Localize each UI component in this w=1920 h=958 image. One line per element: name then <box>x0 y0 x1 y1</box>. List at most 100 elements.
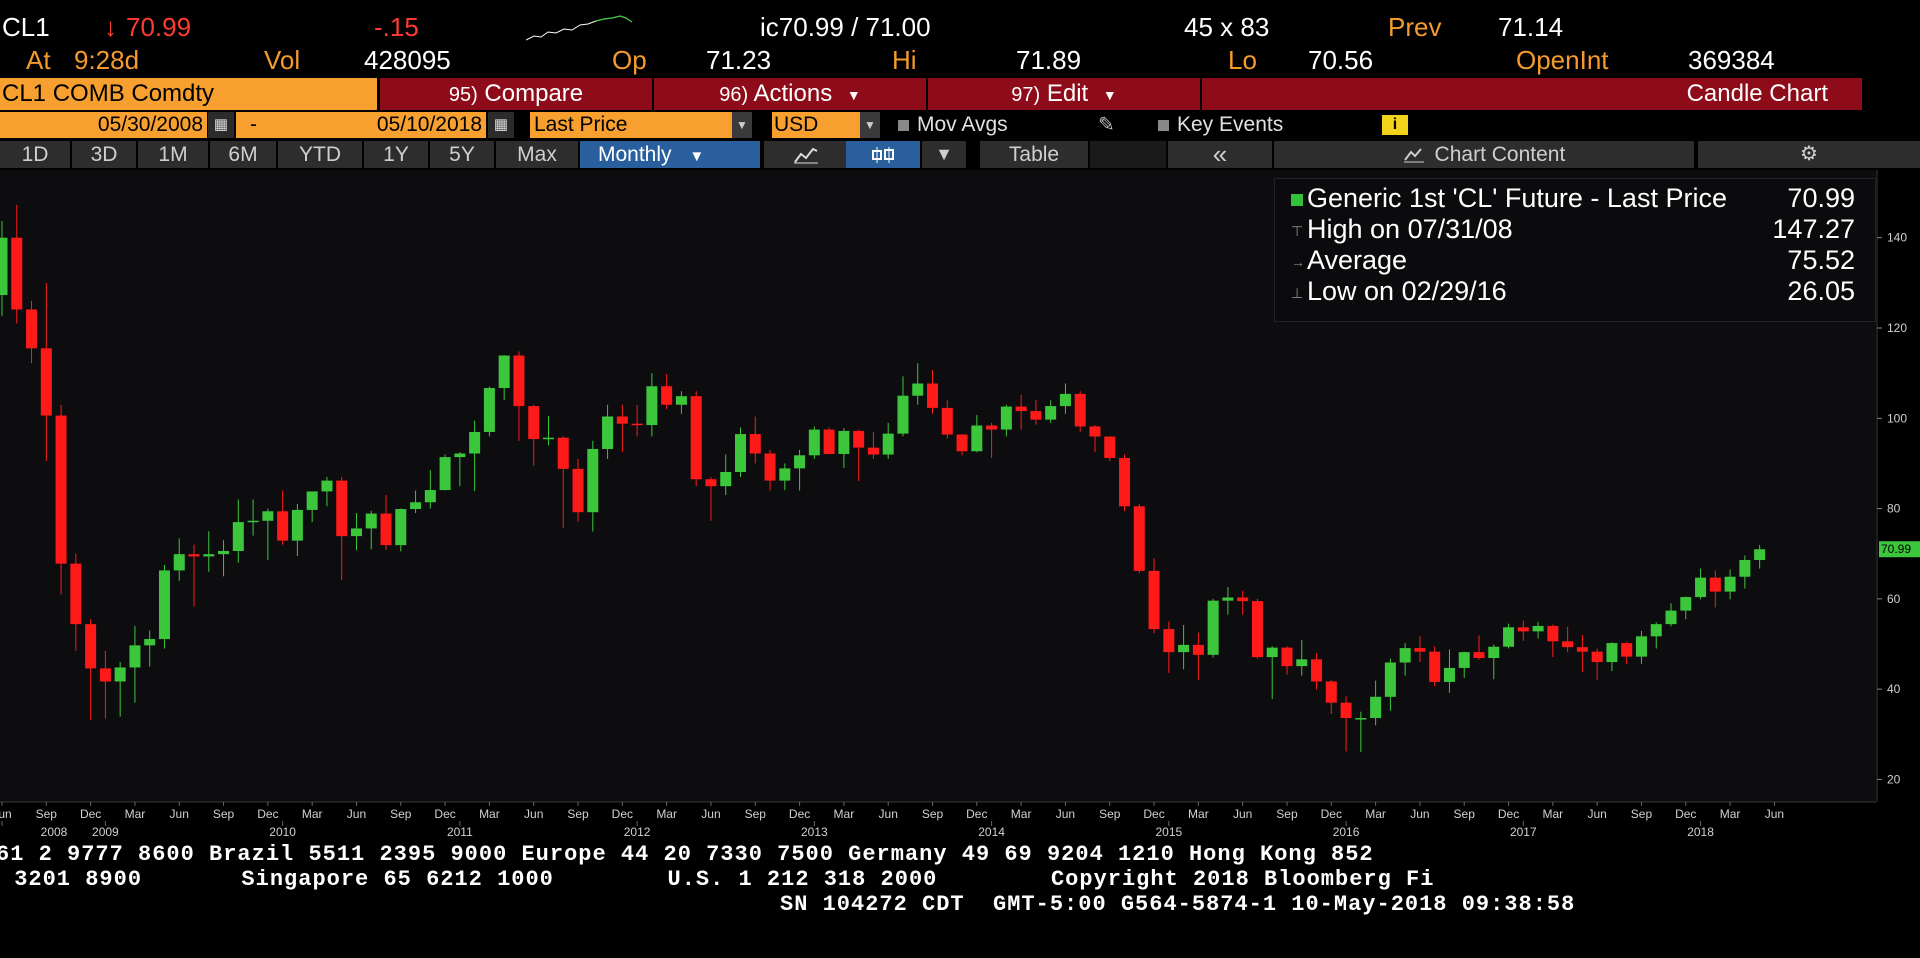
candle-body <box>528 406 540 440</box>
x-year-label: 2010 <box>269 825 296 839</box>
candle-body <box>1503 627 1515 647</box>
period-6m[interactable]: 6M <box>210 141 276 168</box>
start-date-field[interactable]: 05/30/2008 <box>0 112 207 138</box>
caret-down-icon[interactable]: ▼ <box>732 112 752 138</box>
x-year-label: 2014 <box>978 825 1005 839</box>
x-month-label: Mar <box>125 807 146 821</box>
candle <box>232 499 244 563</box>
period-1y[interactable]: 1Y <box>364 141 428 168</box>
candle-body <box>587 448 599 513</box>
info-icon[interactable]: i <box>1382 115 1408 135</box>
key-events-toggle[interactable]: Key Events <box>1158 112 1283 138</box>
candle <box>971 415 983 453</box>
end-date-field[interactable]: 05/10/2018 <box>280 112 486 138</box>
y-tick-label: 140 <box>1887 231 1907 245</box>
candle-body <box>70 563 82 625</box>
line-chart-icon[interactable] <box>764 141 848 168</box>
caret-down-icon: ▼ <box>689 148 705 165</box>
candle-body <box>1000 406 1012 430</box>
x-month-label: Mar <box>834 807 855 821</box>
edit-button[interactable]: 97) Edit ▼ <box>928 78 1200 110</box>
candle <box>1163 621 1175 673</box>
caret-down-icon: ▼ <box>846 86 861 103</box>
candle <box>1473 635 1485 660</box>
x-month-label: Jun <box>524 807 543 821</box>
period-3d[interactable]: 3D <box>72 141 136 168</box>
candle <box>927 369 939 414</box>
candle-body <box>203 554 215 557</box>
legend-average-row: →Average 75.52 <box>1291 245 1863 275</box>
candle-body <box>26 309 38 349</box>
candle <box>661 374 673 410</box>
last-price-tag <box>1879 541 1920 558</box>
candle <box>1045 400 1057 423</box>
prev-close: 71.14 <box>1498 12 1564 42</box>
chart-type-title[interactable]: Candle Chart <box>1202 78 1862 110</box>
candle-body <box>1754 549 1766 561</box>
candle-body <box>646 386 658 426</box>
low-price: 70.56 <box>1308 45 1374 75</box>
price-field-select[interactable]: Last Price <box>530 112 732 138</box>
candle-body <box>395 509 407 546</box>
candle <box>85 619 97 720</box>
x-month-label: Mar <box>1720 807 1741 821</box>
period-5y[interactable]: 5Y <box>430 141 494 168</box>
candle-body <box>927 383 939 408</box>
candle-body <box>1178 644 1190 653</box>
candle-body <box>498 355 510 389</box>
compare-button[interactable]: 95) Compare <box>380 78 652 110</box>
period-ytd[interactable]: YTD <box>278 141 362 168</box>
high-marker-icon: ⊤ <box>1291 222 1304 239</box>
candle <box>1695 568 1707 600</box>
candle-chart-icon[interactable] <box>846 141 920 168</box>
candle-body <box>1311 659 1323 682</box>
caret-down-icon[interactable]: ▼ <box>860 112 880 138</box>
candle <box>1340 696 1352 752</box>
settings-gear-icon[interactable]: ⚙ <box>1698 141 1920 168</box>
y-tick-label: 20 <box>1887 772 1901 786</box>
candle <box>277 490 289 545</box>
candle <box>144 630 156 667</box>
candle <box>1030 400 1042 425</box>
candle <box>262 508 274 561</box>
candle <box>1739 555 1751 589</box>
ticker: CL1 <box>2 12 50 42</box>
period-1m[interactable]: 1M <box>138 141 208 168</box>
candle-body <box>616 416 628 424</box>
compare-number: 95) <box>448 84 478 106</box>
collapse-icon[interactable]: « <box>1168 141 1272 168</box>
candle-body <box>1148 570 1160 630</box>
x-year-label: 2017 <box>1510 825 1537 839</box>
security-field[interactable]: CL1 COMB Comdty <box>0 78 377 110</box>
candle <box>794 449 806 491</box>
period-1d[interactable]: 1D <box>0 141 70 168</box>
y-tick-label: 120 <box>1887 321 1907 335</box>
currency-select[interactable]: USD <box>772 112 860 138</box>
x-month-label: Mar <box>479 807 500 821</box>
candle-body <box>1650 624 1662 637</box>
y-tick-label: 60 <box>1887 592 1901 606</box>
table-button[interactable]: Table <box>980 141 1088 168</box>
chart-content-button[interactable]: Chart Content <box>1274 141 1694 168</box>
legend-high-label: High on 07/31/08 <box>1307 214 1513 244</box>
actions-button[interactable]: 96) Actions ▼ <box>654 78 926 110</box>
x-month-label: Mar <box>1365 807 1386 821</box>
x-month-label: Mar <box>656 807 677 821</box>
calendar-icon[interactable]: ▦ <box>488 112 514 138</box>
candle <box>1281 646 1293 675</box>
candle <box>203 531 215 572</box>
caret-down-icon[interactable]: ▼ <box>922 141 966 168</box>
pencil-icon[interactable]: ✎ <box>1098 114 1115 136</box>
period-max[interactable]: Max <box>496 141 578 168</box>
intraday-sparkline <box>526 15 633 41</box>
x-month-label: Mar <box>1188 807 1209 821</box>
x-year-label: 2009 <box>92 825 119 839</box>
candle-body <box>897 395 909 434</box>
candle-body <box>823 429 835 454</box>
x-month-label: Sep <box>567 807 589 821</box>
mov-avgs-toggle[interactable]: Mov Avgs <box>898 112 1008 138</box>
last-price: 70.99 <box>126 12 192 42</box>
x-month-label: Dec <box>257 807 278 821</box>
frequency-select[interactable]: Monthly ▼ <box>580 141 760 168</box>
calendar-icon[interactable]: ▦ <box>208 112 234 138</box>
